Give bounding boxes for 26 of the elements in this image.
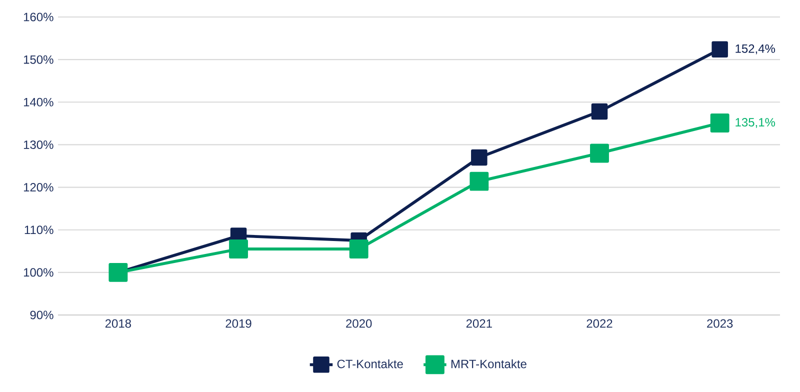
y-tick-label: 120%	[24, 183, 54, 192]
data-label: 152,4%	[736, 44, 776, 54]
y-tick-label: 150%	[24, 55, 54, 64]
y-tick-label: 110%	[24, 226, 54, 234]
y-tick-label: 160%	[24, 12, 54, 22]
point	[712, 41, 728, 58]
x-tick-label: 2023	[707, 319, 733, 328]
x-tick-label: 2020	[346, 319, 372, 328]
y-tick-label: 100%	[24, 268, 54, 277]
legend-label: MRT-Kontakte	[451, 359, 526, 368]
point	[229, 240, 248, 258]
point	[590, 144, 609, 163]
point	[470, 172, 489, 191]
data-label: 135,1%	[736, 118, 776, 128]
y-tick-label: 140%	[24, 98, 54, 106]
point	[349, 240, 368, 258]
legend-label: CT-Kontakte	[337, 359, 403, 368]
point	[591, 103, 608, 120]
x-tick-label: 2019	[226, 319, 252, 328]
y-tick-label: 90%	[30, 310, 54, 320]
x-tick-label: 2022	[586, 319, 612, 328]
y-tick-label: 130%	[24, 140, 54, 149]
point	[710, 114, 730, 132]
point	[471, 149, 488, 166]
x-tick-label: 2018	[105, 319, 131, 328]
x-tick-label: 2021	[466, 319, 492, 328]
